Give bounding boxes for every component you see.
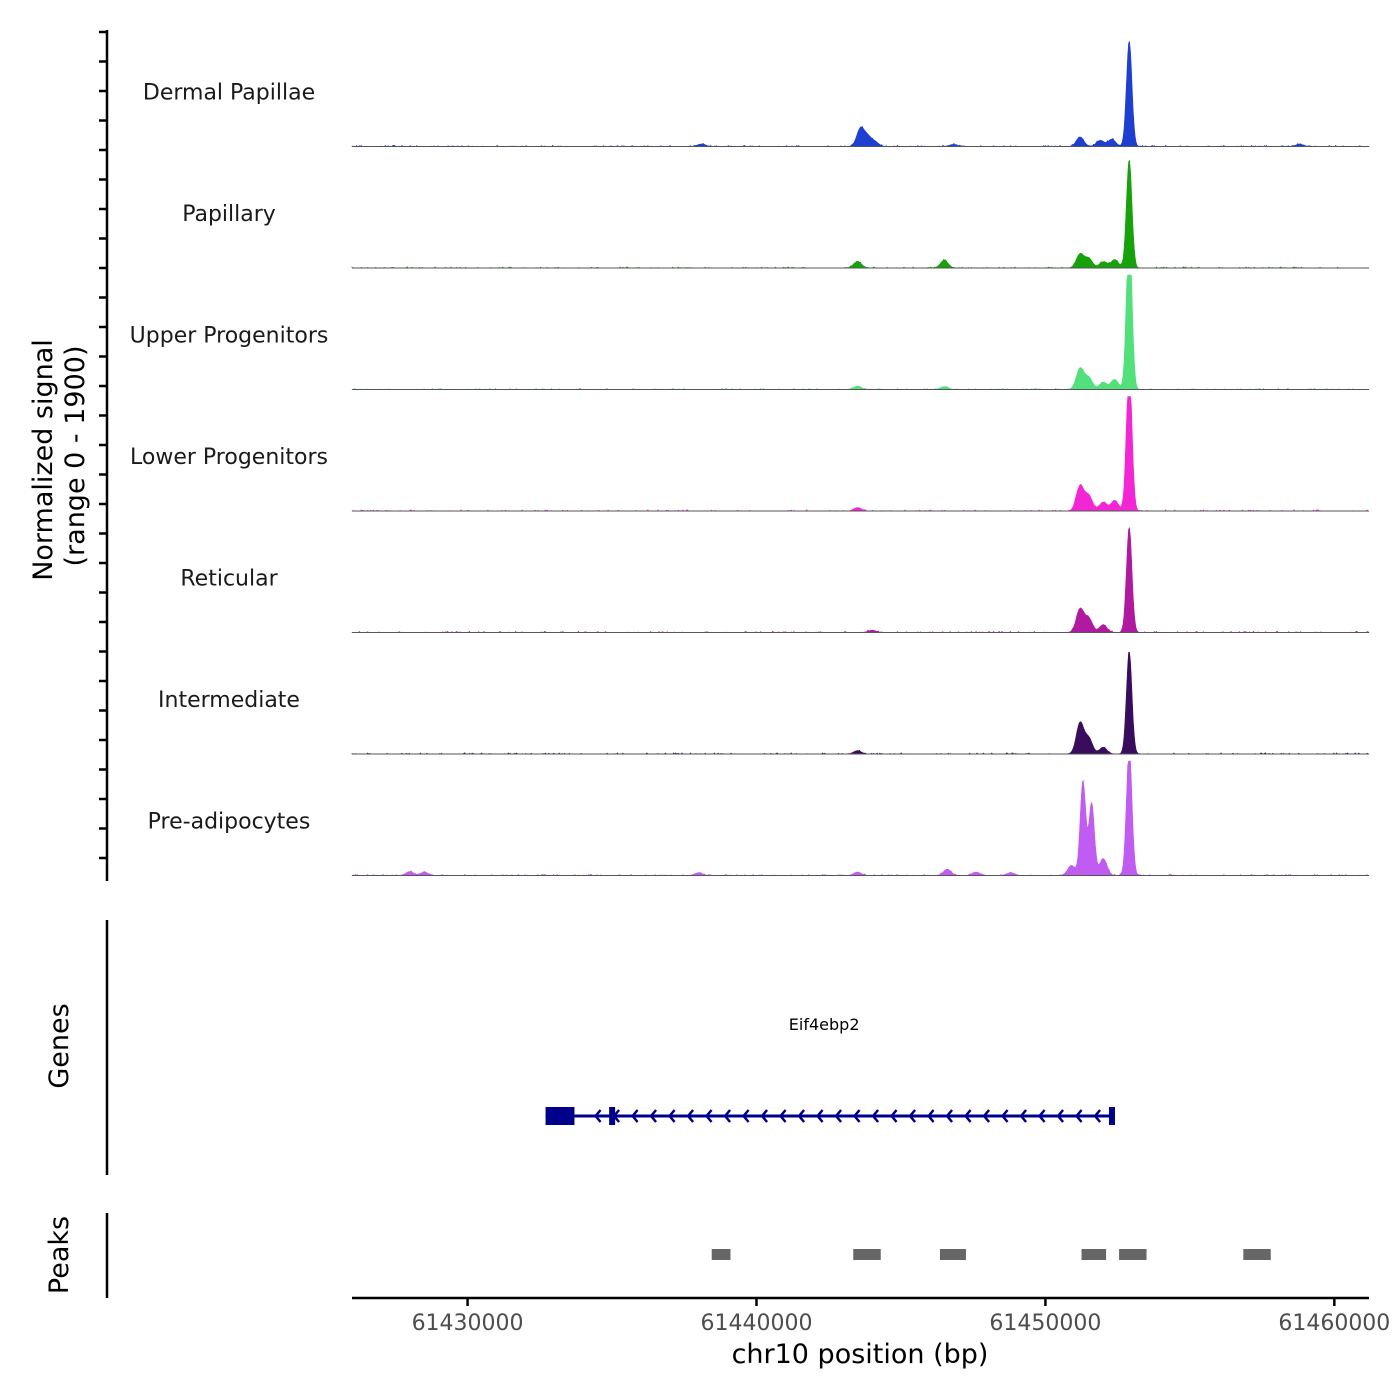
strand-arrow xyxy=(1037,1109,1046,1123)
coverage-tracks: Dermal Papillae Papillary Upper Progenitor… xyxy=(130,40,1370,876)
left-axes xyxy=(99,30,109,1298)
peak-region xyxy=(1119,1249,1147,1260)
coverage-area xyxy=(351,396,1370,512)
track-papillary: Papillary xyxy=(182,159,1370,269)
track-label: Lower Progenitors xyxy=(130,445,328,470)
peak-region xyxy=(853,1249,881,1260)
track-label: Papillary xyxy=(182,202,276,227)
peak-track xyxy=(711,1249,1271,1260)
peak-region xyxy=(1081,1249,1107,1260)
gene-exon xyxy=(609,1107,616,1125)
strand-arrow xyxy=(1019,1109,1028,1123)
coverage-area xyxy=(351,760,1370,876)
y-axis-title-line2: (range 0 - 1900) xyxy=(60,346,91,567)
coverage-area xyxy=(351,159,1370,269)
strand-arrow xyxy=(797,1109,806,1123)
track-lower-progenitors: Lower Progenitors xyxy=(130,396,1370,512)
track-label: Reticular xyxy=(180,567,278,592)
strand-arrow xyxy=(593,1109,602,1123)
gene-exon xyxy=(1108,1107,1115,1125)
gene-eif4ebp2: Eif4ebp2 xyxy=(545,1015,1115,1125)
strand-arrow xyxy=(723,1109,732,1123)
track-dermal-papillae: Dermal Papillae xyxy=(143,40,1370,147)
track-label: Pre-adipocytes xyxy=(148,810,311,835)
peak-region xyxy=(711,1249,731,1260)
gene-label: Eif4ebp2 xyxy=(789,1015,860,1034)
peak-region xyxy=(939,1249,966,1260)
track-upper-progenitors: Upper Progenitors xyxy=(130,274,1370,390)
signal-y-ticks xyxy=(99,30,107,860)
gene-track: Eif4ebp2 xyxy=(545,1015,1115,1125)
strand-arrow xyxy=(741,1109,750,1123)
x-tick-label: 61460000 xyxy=(1278,1311,1390,1336)
x-tick-label: 61450000 xyxy=(989,1311,1101,1336)
strand-arrow xyxy=(630,1109,639,1123)
strand-arrow xyxy=(1056,1109,1065,1123)
x-tick-label: 61440000 xyxy=(700,1311,812,1336)
x-axis: 61430000 61440000 61450000 61460000 xyxy=(352,1296,1390,1336)
strand-arrow xyxy=(982,1109,991,1123)
peaks-axis-title: Peaks xyxy=(44,1216,75,1294)
strand-arrow xyxy=(926,1109,935,1123)
strand-arrow xyxy=(649,1109,658,1123)
strand-arrow xyxy=(963,1109,972,1123)
strand-arrow xyxy=(852,1109,861,1123)
x-axis-title: chr10 position (bp) xyxy=(732,1339,989,1370)
strand-arrow xyxy=(1000,1109,1009,1123)
coverage-area xyxy=(351,651,1370,755)
strand-arrow xyxy=(686,1109,695,1123)
strand-arrow xyxy=(1093,1109,1102,1123)
strand-arrow xyxy=(834,1109,843,1123)
strand-arrow xyxy=(760,1109,769,1123)
x-tick-label: 61430000 xyxy=(412,1311,524,1336)
strand-arrow xyxy=(871,1109,880,1123)
strand-arrow xyxy=(815,1109,824,1123)
strand-arrow xyxy=(889,1109,898,1123)
track-label: Intermediate xyxy=(158,688,300,713)
coverage-area xyxy=(351,40,1370,147)
strand-arrow xyxy=(945,1109,954,1123)
track-label: Upper Progenitors xyxy=(130,324,329,349)
strand-arrow xyxy=(778,1109,787,1123)
track-pre-adipocytes: Pre-adipocytes xyxy=(148,760,1370,876)
genes-axis-title: Genes xyxy=(44,1003,75,1088)
strand-arrow xyxy=(667,1109,676,1123)
strand-arrow xyxy=(908,1109,917,1123)
coverage-area xyxy=(351,526,1370,633)
coverage-area xyxy=(351,274,1370,390)
y-axis-title-line1: Normalized signal xyxy=(28,339,59,581)
strand-arrow xyxy=(704,1109,713,1123)
gene-exon xyxy=(545,1107,575,1125)
strand-arrow xyxy=(1074,1109,1083,1123)
track-label: Dermal Papillae xyxy=(143,81,315,106)
peak-region xyxy=(1243,1249,1271,1260)
track-reticular: Reticular xyxy=(180,526,1370,633)
track-intermediate: Intermediate xyxy=(158,651,1370,755)
